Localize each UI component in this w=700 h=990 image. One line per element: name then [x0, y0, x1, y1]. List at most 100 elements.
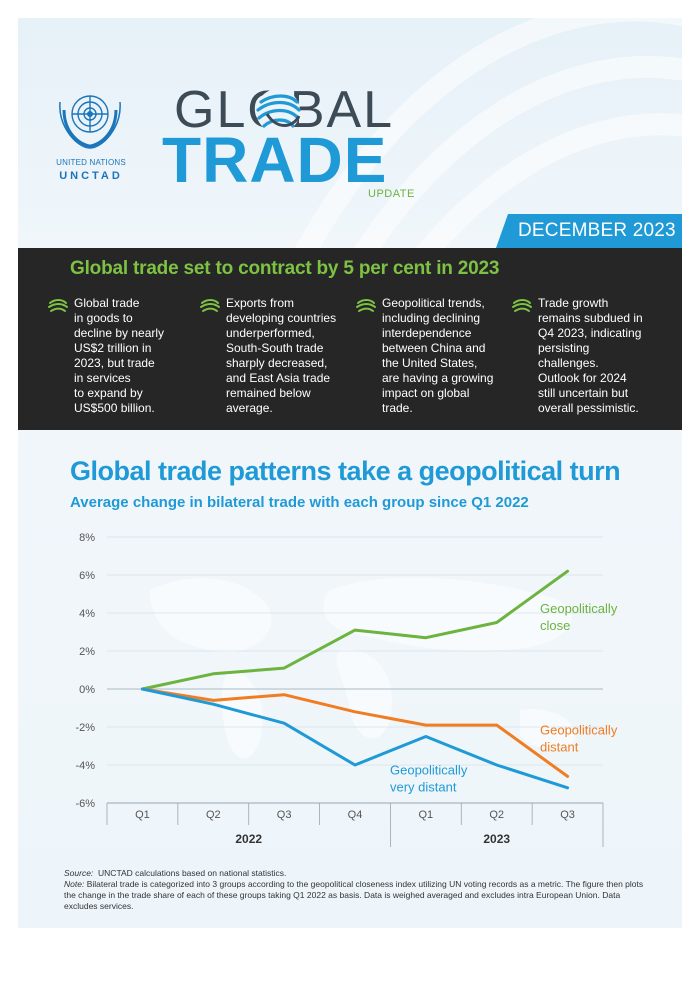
- highlight-line: to expand by: [74, 386, 143, 400]
- title-update: UPDATE: [368, 188, 415, 200]
- highlight-line: the United States,: [382, 356, 478, 370]
- x-tick-label: Q3: [277, 809, 292, 821]
- data-point: [495, 763, 498, 767]
- y-tick-label: 6%: [79, 570, 95, 582]
- highlight-line: South-South trade: [226, 341, 324, 355]
- note-text: Bilateral trade is categorized into 3 gr…: [64, 879, 644, 911]
- highlight-line: are having a growing: [382, 371, 494, 385]
- highlight-line: Geopolitical trends,: [382, 296, 485, 310]
- highlight-line: underperformed,: [226, 326, 315, 340]
- highlight-line: Outlook for 2024: [538, 371, 627, 385]
- x-tick-label: Q2: [489, 809, 504, 821]
- highlight-line: persisting: [538, 341, 590, 355]
- line-chart: 8% 6% 4% 2% 0% -2% -4% -6% Q1 Q2 Q3 Q4 Q1 Q2 Q3 2022 202…: [75, 532, 618, 847]
- globe-swirl-icon: [200, 299, 220, 312]
- highlight-text: Exports from developing countries underper…: [226, 296, 356, 416]
- highlight-line: between China and: [382, 341, 486, 355]
- highlight-line: challenges.: [538, 356, 599, 370]
- series-label: Geopolitically: [540, 601, 618, 616]
- highlight-line: average.: [226, 401, 273, 415]
- chart-subtitle: Average change in bilateral trade with e…: [70, 494, 529, 511]
- data-point: [424, 723, 428, 727]
- title-trade: TRADE: [162, 124, 388, 196]
- note-line: Note: Bilateral trade is categorized int…: [64, 879, 644, 912]
- data-point: [353, 628, 357, 632]
- data-point: [212, 672, 215, 675]
- highlights-band: [18, 248, 682, 430]
- data-point: [212, 703, 215, 706]
- x-tick-label: Q2: [206, 809, 221, 821]
- y-tick-label: 4%: [79, 608, 95, 620]
- highlight-text: Trade growth remains subdued in Q4 2023, i…: [538, 296, 668, 416]
- highlight-line: impact on global: [382, 386, 470, 400]
- world-map-decoration: [520, 709, 576, 750]
- highlight-line: in services: [74, 371, 131, 385]
- y-tick-label: -2%: [75, 722, 95, 734]
- highlight-line: overall pessimistic.: [538, 401, 639, 415]
- y-tick-label: -6%: [75, 798, 95, 810]
- year-label: 2022: [235, 832, 262, 846]
- highlight-line: interdependence: [382, 326, 472, 340]
- globe-swirl-icon: [356, 299, 376, 312]
- world-map-decoration: [221, 670, 263, 759]
- data-point: [353, 763, 357, 767]
- page-background: [18, 18, 682, 928]
- y-tick-label: 0%: [79, 684, 95, 696]
- highlight-line: Exports from: [226, 296, 295, 310]
- data-point: [282, 722, 286, 725]
- highlight-line: including declining: [382, 311, 481, 325]
- data-point: [566, 786, 569, 789]
- chart-notes: Source: UNCTAD calculations based on nat…: [64, 868, 644, 912]
- issue-date: DECEMBER 2023: [518, 220, 676, 241]
- highlight-line: 2023, but trade: [74, 356, 155, 370]
- world-map-decoration: [323, 577, 572, 651]
- highlight-line: Global trade: [74, 296, 140, 310]
- background-swirl-decoration: [292, 18, 682, 298]
- x-tick-label: Q1: [419, 809, 434, 821]
- highlight-line: in goods to: [74, 311, 133, 325]
- highlight-line: still uncertain but: [538, 386, 629, 400]
- y-tick-label: 2%: [79, 646, 95, 658]
- highlight-line: sharply decreased,: [226, 356, 328, 370]
- highlight-line: trade.: [382, 401, 413, 415]
- world-map-decoration: [150, 578, 272, 653]
- world-map-decoration: [336, 649, 392, 739]
- series-label: Geopolitically: [390, 763, 468, 778]
- note-label: Note:: [64, 879, 85, 889]
- highlight-line: remained below: [226, 386, 311, 400]
- series-label: close: [540, 618, 570, 633]
- data-point: [495, 621, 498, 624]
- highlight-line: and East Asia trade: [226, 371, 331, 385]
- source-label: Source:: [64, 868, 94, 878]
- data-point: [282, 693, 286, 696]
- highlights-title: Global trade set to contract by 5 per ce…: [70, 258, 500, 279]
- y-tick-label: 8%: [79, 532, 95, 544]
- highlight-line: developing countries: [226, 311, 337, 325]
- data-point: [424, 735, 428, 738]
- year-label: 2023: [483, 832, 510, 846]
- x-tick-label: Q1: [135, 809, 150, 821]
- series-label: very distant: [390, 780, 457, 795]
- source-text: UNCTAD calculations based on national st…: [98, 868, 287, 878]
- page-bottom-margin: [0, 928, 700, 990]
- globe-swirl-icon: [48, 299, 68, 312]
- chart-title: Global trade patterns take a geopolitica…: [70, 456, 621, 486]
- un-emblem-icon: [59, 95, 121, 149]
- highlight-line: Q4 2023, indicating: [538, 326, 642, 340]
- data-point: [566, 570, 569, 573]
- globe-logo-icon: [256, 89, 301, 133]
- highlight-line: Trade growth: [538, 296, 609, 310]
- globe-swirl-icon: [512, 299, 532, 312]
- y-tick-label: -4%: [75, 760, 95, 772]
- source-line: Source: UNCTAD calculations based on nat…: [64, 868, 644, 879]
- data-point: [212, 699, 215, 702]
- data-point: [495, 723, 498, 727]
- un-name: UNITED NATIONS: [56, 158, 126, 167]
- unctad-acronym: UNCTAD: [59, 170, 123, 182]
- x-tick-label: Q4: [348, 809, 363, 821]
- highlight-text: Global trade in goods to decline by nearly…: [74, 296, 204, 416]
- data-point: [141, 687, 144, 691]
- data-point: [566, 775, 569, 778]
- highlight-line: US$500 billion.: [74, 401, 155, 415]
- highlight-line: US$2 trillion in: [74, 341, 152, 355]
